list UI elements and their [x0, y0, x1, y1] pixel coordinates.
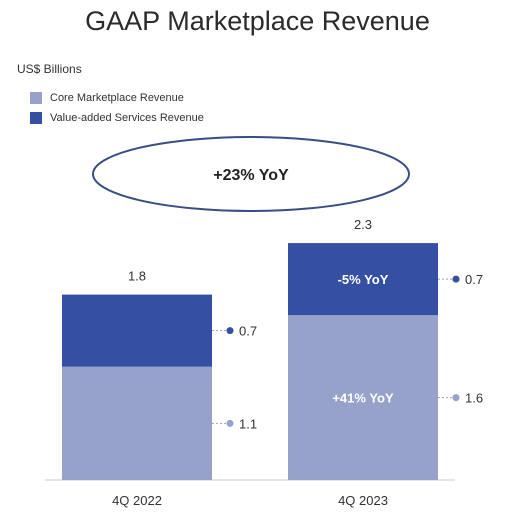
value-label: 0.7 — [465, 272, 483, 287]
legend-label-vas: Value-added Services Revenue — [50, 112, 204, 124]
total-label: 1.8 — [128, 269, 146, 284]
legend-swatch-core — [30, 92, 42, 104]
total-label: 2.3 — [354, 217, 372, 232]
bar-segment — [288, 243, 438, 316]
value-label: 1.6 — [465, 391, 483, 406]
callout-label: +23% YoY — [213, 167, 289, 184]
legend-item-vas: Value-added Services Revenue — [30, 108, 204, 128]
unit-label: US$ Billions — [17, 62, 82, 76]
legend-swatch-vas — [30, 112, 42, 124]
value-dot — [452, 394, 460, 402]
x-tick-label: 4Q 2023 — [338, 493, 388, 508]
bar-segment — [62, 294, 212, 367]
x-tick-label: 4Q 2022 — [112, 493, 162, 508]
in-bar-label: +41% YoY — [332, 391, 394, 406]
bar-segment — [62, 366, 212, 480]
value-label: 0.7 — [239, 324, 257, 339]
legend: Core Marketplace Revenue Value-added Ser… — [30, 88, 204, 128]
in-bar-label: -5% YoY — [338, 272, 389, 287]
bar-segment — [288, 315, 438, 480]
value-dot — [452, 275, 460, 283]
legend-label-core: Core Marketplace Revenue — [50, 92, 184, 104]
chart-title: GAAP Marketplace Revenue — [85, 6, 430, 36]
callout-ellipse — [92, 136, 410, 212]
value-label: 1.1 — [239, 416, 257, 431]
legend-item-core: Core Marketplace Revenue — [30, 88, 204, 108]
value-dot — [226, 327, 234, 335]
value-dot — [226, 419, 234, 427]
